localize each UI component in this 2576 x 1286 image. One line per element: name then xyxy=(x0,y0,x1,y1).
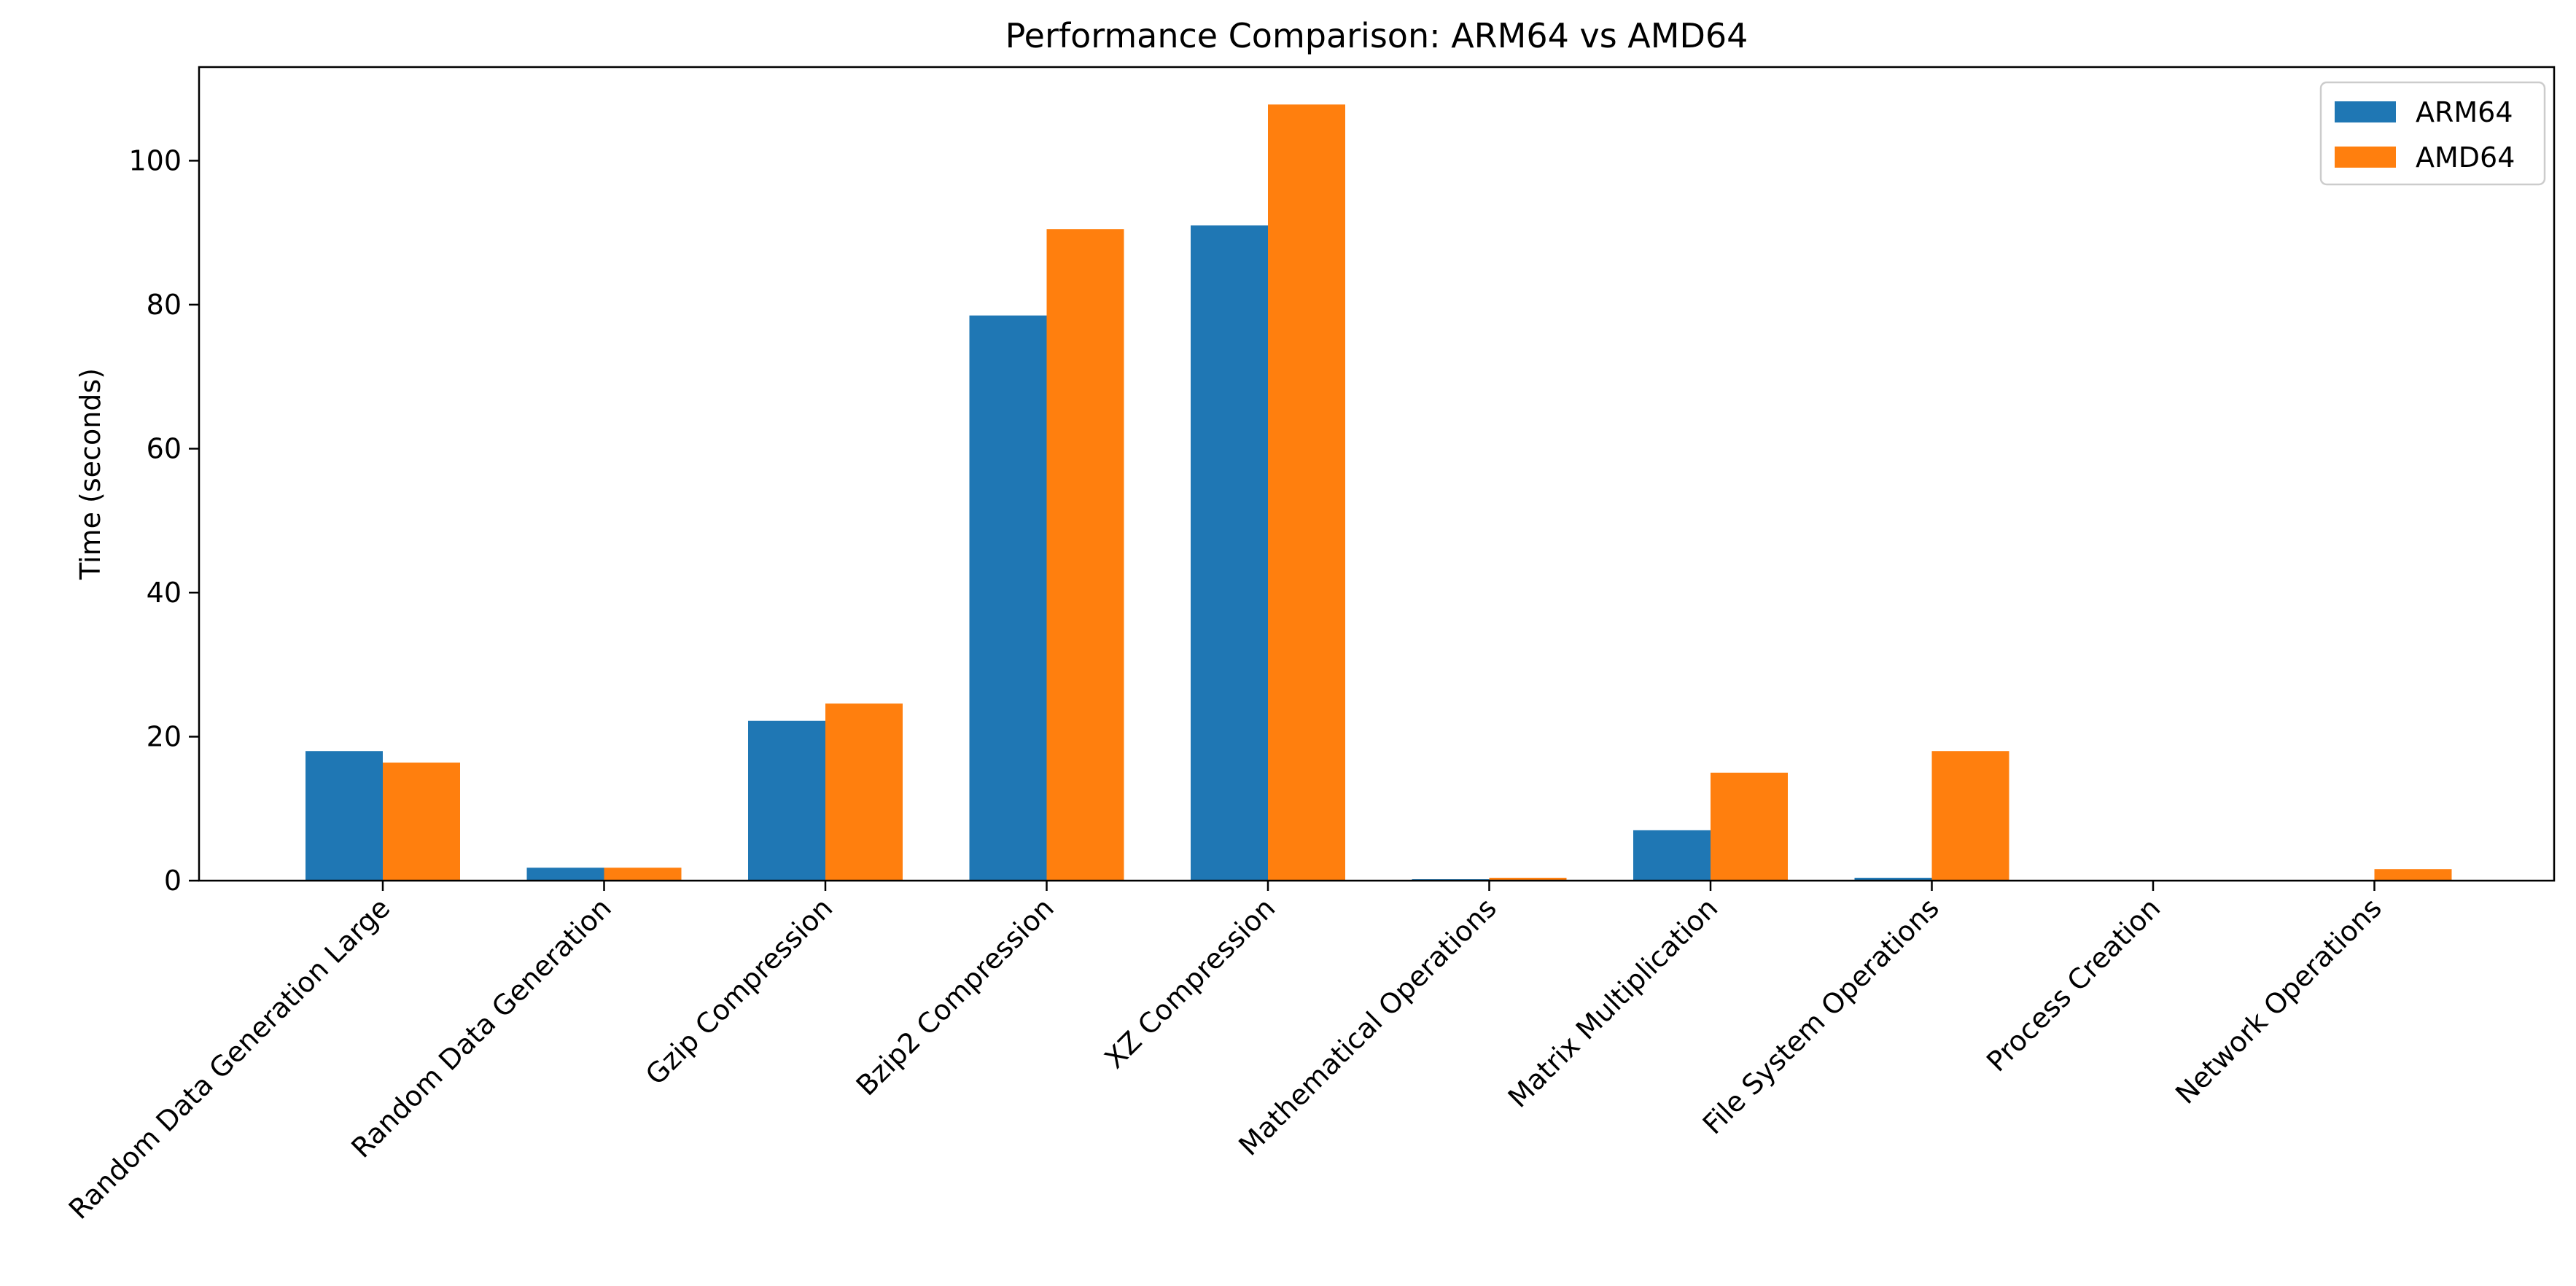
x-tick-label-1: Random Data Generation xyxy=(345,892,617,1164)
x-tick-label-0: Random Data Generation Large xyxy=(63,892,397,1225)
x-tick-label-5: Mathematical Operations xyxy=(1232,892,1502,1161)
bar-amd64-2 xyxy=(825,704,903,881)
legend: ARM64 AMD64 xyxy=(2319,81,2546,186)
chart-title: Performance Comparison: ARM64 vs AMD64 xyxy=(1005,16,1748,55)
bar-arm64-0 xyxy=(306,751,383,881)
bar-arm64-1 xyxy=(526,868,604,881)
x-tick-label-3: Bzip2 Compression xyxy=(850,892,1060,1102)
y-axis-ticks: 0 20 40 60 80 100 xyxy=(128,144,199,897)
x-tick-label-2: Gzip Compression xyxy=(639,892,838,1091)
bar-arm64-7 xyxy=(1854,878,1932,881)
legend-swatch-amd64 xyxy=(2335,147,2396,168)
bar-arm64-6 xyxy=(1633,830,1711,881)
y-tick-label-4: 80 xyxy=(147,289,182,321)
y-tick-label-5: 100 xyxy=(128,144,182,176)
x-tick-label-4: XZ Compression xyxy=(1099,892,1282,1075)
legend-swatch-arm64 xyxy=(2335,101,2396,122)
x-tick-label-7: File System Operations xyxy=(1697,892,1945,1140)
legend-label-arm64: ARM64 xyxy=(2416,96,2513,128)
bar-arm64-4 xyxy=(1191,225,1268,881)
x-tick-label-9: Network Operations xyxy=(2169,892,2388,1110)
bar-arm64-2 xyxy=(748,720,825,881)
legend-label-amd64: AMD64 xyxy=(2416,141,2515,174)
bar-amd64-7 xyxy=(1931,751,2009,881)
bar-amd64-9 xyxy=(2374,869,2452,881)
bar-amd64-6 xyxy=(1711,772,1788,881)
y-axis-label: Time (seconds) xyxy=(74,368,106,580)
bars-group xyxy=(306,104,2452,881)
bar-amd64-4 xyxy=(1268,104,1345,881)
x-tick-label-6: Matrix Multiplication xyxy=(1502,892,1724,1114)
y-tick-label-2: 40 xyxy=(147,577,182,609)
y-tick-label-0: 0 xyxy=(164,865,182,897)
bar-amd64-1 xyxy=(604,868,682,881)
y-tick-label-3: 60 xyxy=(147,432,182,464)
bar-amd64-3 xyxy=(1046,229,1124,881)
y-tick-label-1: 20 xyxy=(147,720,182,752)
x-tick-label-8: Process Creation xyxy=(1980,892,2166,1077)
bar-arm64-3 xyxy=(969,315,1047,881)
plot-frame xyxy=(198,66,2556,882)
bar-amd64-5 xyxy=(1489,878,1567,881)
bar-amd64-0 xyxy=(383,763,460,881)
